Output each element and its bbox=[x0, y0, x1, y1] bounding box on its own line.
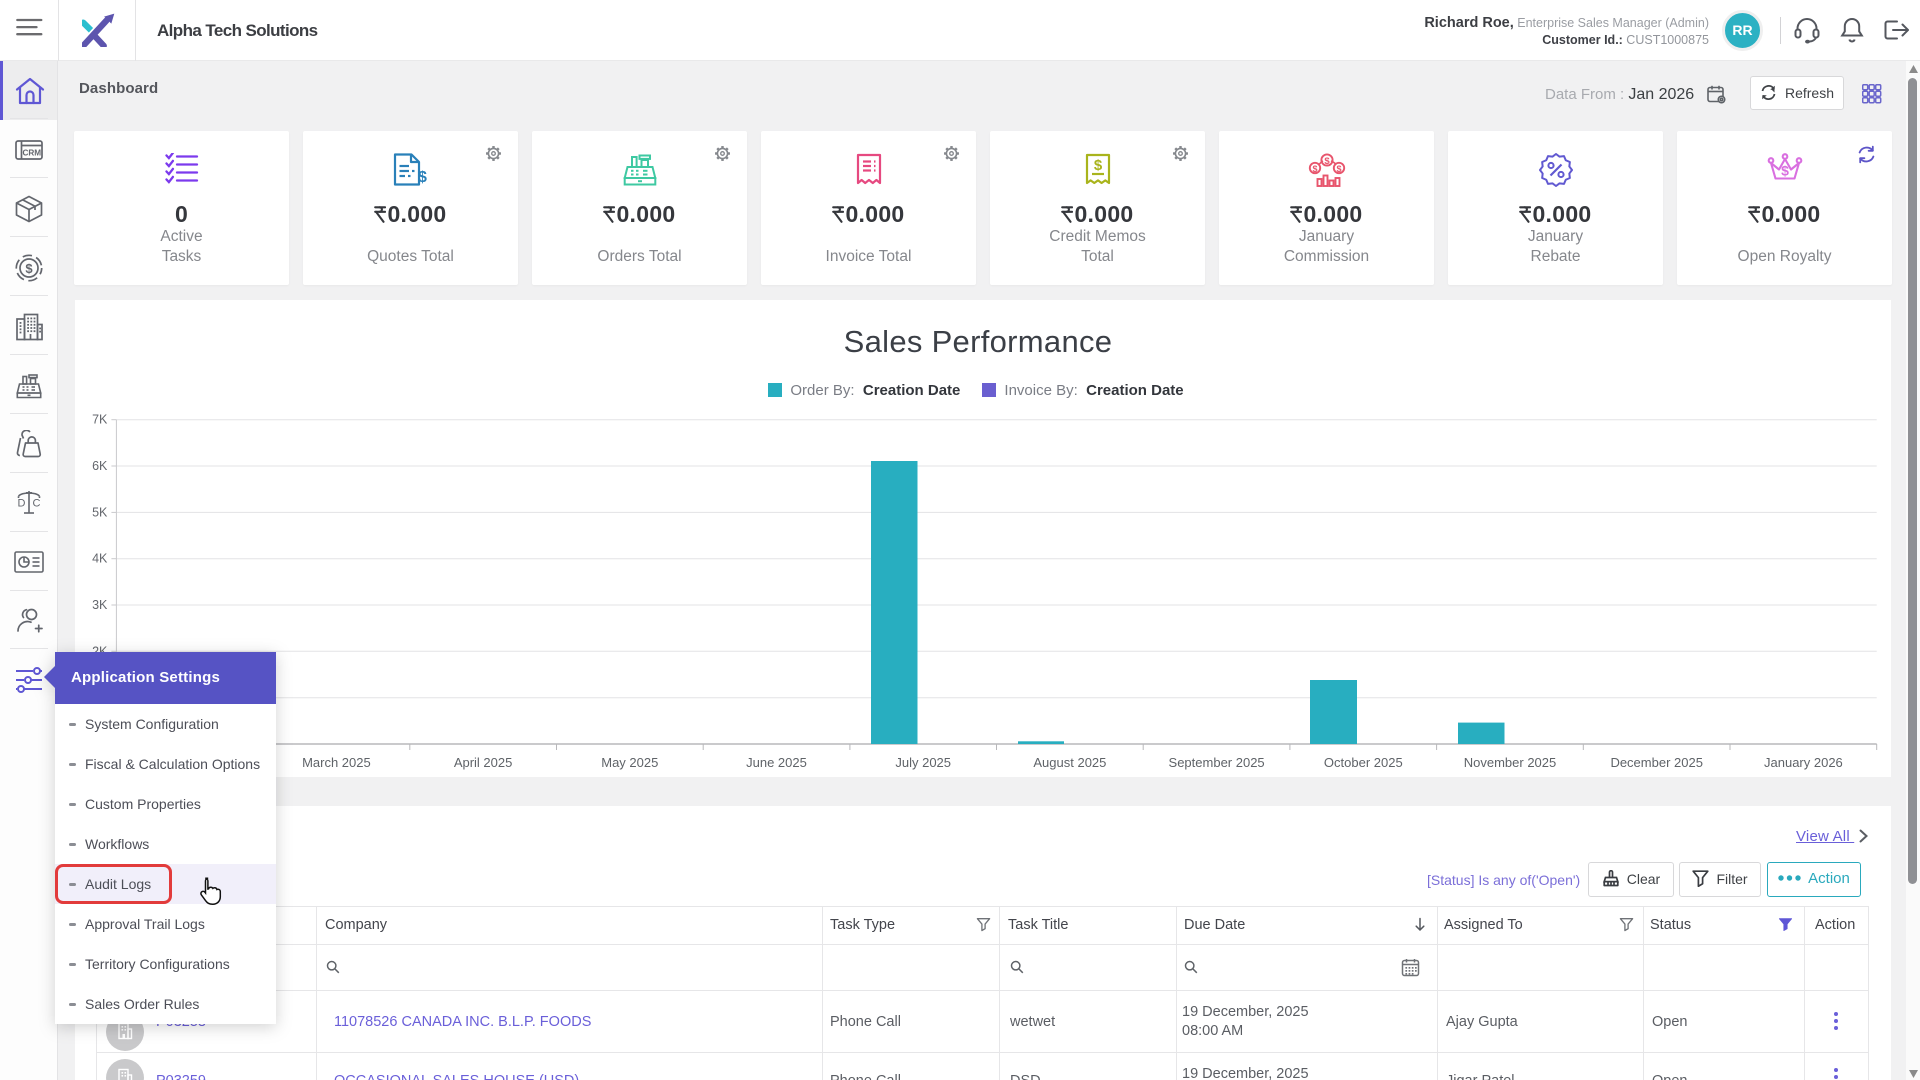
svg-text:3K: 3K bbox=[92, 598, 108, 612]
svg-text:December 2025: December 2025 bbox=[1610, 755, 1703, 770]
svg-text:April 2025: April 2025 bbox=[454, 755, 513, 770]
svg-text:June 2025: June 2025 bbox=[746, 755, 807, 770]
svg-text:$: $ bbox=[1336, 164, 1341, 174]
svg-text:March 2025: March 2025 bbox=[302, 755, 371, 770]
svg-text:May 2025: May 2025 bbox=[601, 755, 658, 770]
svg-text:4K: 4K bbox=[92, 552, 108, 566]
svg-text:D: D bbox=[17, 497, 25, 509]
svg-text:$: $ bbox=[1324, 156, 1330, 167]
svg-text:$: $ bbox=[1312, 164, 1317, 174]
svg-text:CRM: CRM bbox=[22, 148, 41, 157]
svg-text:August 2025: August 2025 bbox=[1033, 755, 1106, 770]
svg-text:$: $ bbox=[1781, 163, 1789, 179]
svg-text:November 2025: November 2025 bbox=[1464, 755, 1557, 770]
svg-text:January 2026: January 2026 bbox=[1764, 755, 1843, 770]
svg-text:July 2025: July 2025 bbox=[895, 755, 951, 770]
svg-text:October 2025: October 2025 bbox=[1324, 755, 1403, 770]
svg-text:C: C bbox=[32, 497, 40, 509]
svg-text:$: $ bbox=[1093, 157, 1102, 174]
svg-text:$: $ bbox=[418, 169, 427, 186]
svg-text:5K: 5K bbox=[92, 505, 108, 519]
svg-text:$: $ bbox=[25, 261, 33, 276]
svg-text:7K: 7K bbox=[92, 413, 108, 427]
svg-text:6K: 6K bbox=[92, 459, 108, 473]
svg-text:September 2025: September 2025 bbox=[1169, 755, 1265, 770]
